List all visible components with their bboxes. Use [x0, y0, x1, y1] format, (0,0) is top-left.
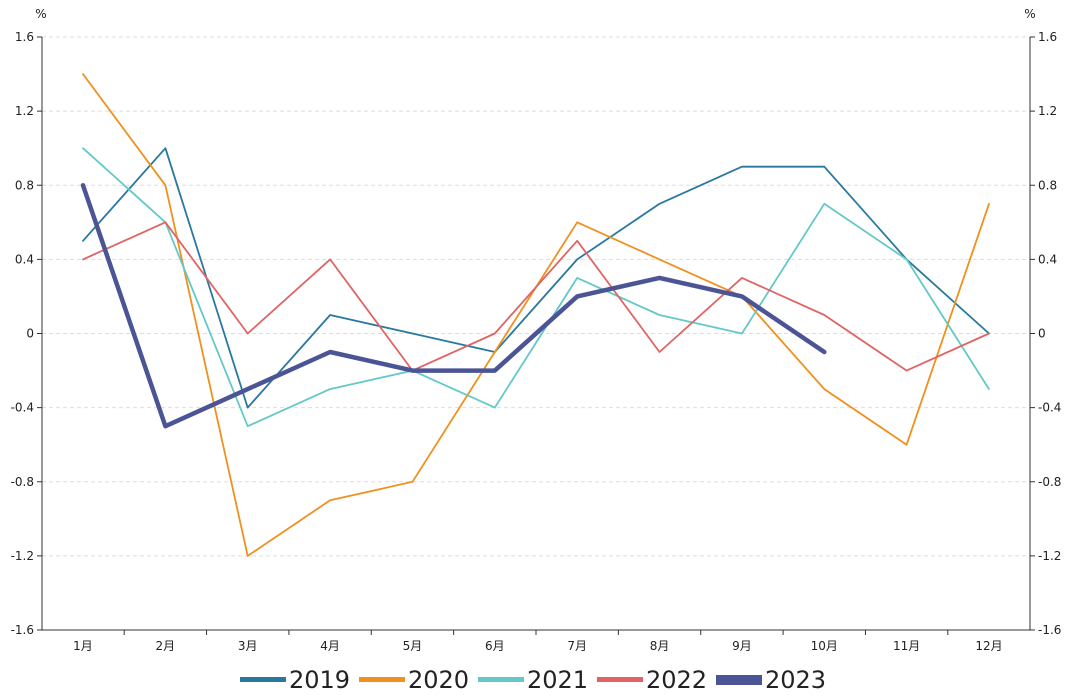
x-tick-label: 5月 [403, 639, 423, 653]
series-line-2023 [80, 183, 827, 429]
y-tick-label-right: 0 [1038, 327, 1046, 341]
y-unit-left: % [35, 7, 46, 21]
legend-swatch-2020 [359, 677, 405, 682]
legend-swatch-2023 [716, 675, 762, 685]
axes: % %1.6 1.61.2 1.20.8 0.80.4 0.40 0-0.4 -0.4-0.8… [11, 7, 1062, 653]
y-tick-label-right: -0.4 [1038, 401, 1061, 415]
legend-swatch-2019 [240, 677, 286, 682]
y-tick-label-right: 1.2 [1038, 104, 1057, 118]
y-tick-label-left: -1.2 [11, 549, 34, 563]
y-tick-label-left: 1.2 [15, 104, 34, 118]
y-tick-label-left: -0.4 [11, 401, 34, 415]
legend-label-2020: 2020 [408, 666, 469, 694]
x-tick-label: 11月 [893, 639, 920, 653]
x-tick-label: 4月 [320, 639, 340, 653]
y-tick-label-left: 0.4 [15, 252, 34, 266]
x-tick-label: 10月 [811, 639, 838, 653]
series-line-2021 [82, 147, 990, 428]
y-tick-label-right: 0.8 [1038, 178, 1057, 192]
series-line-2022 [82, 221, 990, 372]
y-tick-label-right: -1.6 [1038, 623, 1061, 637]
y-tick-label-left: 0 [26, 327, 34, 341]
y-tick-label-left: -1.6 [11, 623, 34, 637]
x-tick-label: 7月 [567, 639, 587, 653]
x-tick-label: 3月 [238, 639, 258, 653]
y-tick-label-right: 1.6 [1038, 30, 1057, 44]
y-tick-label-right: 0.4 [1038, 252, 1057, 266]
x-tick-label: 8月 [650, 639, 670, 653]
x-tick-label: 1月 [73, 639, 93, 653]
legend-swatch-2021 [478, 677, 524, 682]
y-tick-label-left: -0.8 [11, 475, 34, 489]
legend-label-2021: 2021 [527, 666, 588, 694]
x-tick-label: 6月 [485, 639, 505, 653]
y-tick-label-right: -1.2 [1038, 549, 1061, 563]
x-tick-label: 2月 [156, 639, 176, 653]
legend-label-2023: 2023 [765, 666, 826, 694]
legend-label-2022: 2022 [646, 666, 707, 694]
y-tick-label-left: 1.6 [15, 30, 34, 44]
legend-swatch-2022 [597, 677, 643, 682]
series-lines [80, 73, 990, 557]
x-tick-label: 12月 [975, 639, 1002, 653]
y-tick-label-left: 0.8 [15, 178, 34, 192]
x-tick-label: 9月 [732, 639, 752, 653]
series-line-2019 [82, 147, 990, 409]
legend-label-2019: 2019 [289, 666, 350, 694]
y-tick-label-right: -0.8 [1038, 475, 1061, 489]
y-unit-right: % [1024, 7, 1035, 21]
legend: 2019 2020 2021 2022 2023 [240, 666, 826, 694]
